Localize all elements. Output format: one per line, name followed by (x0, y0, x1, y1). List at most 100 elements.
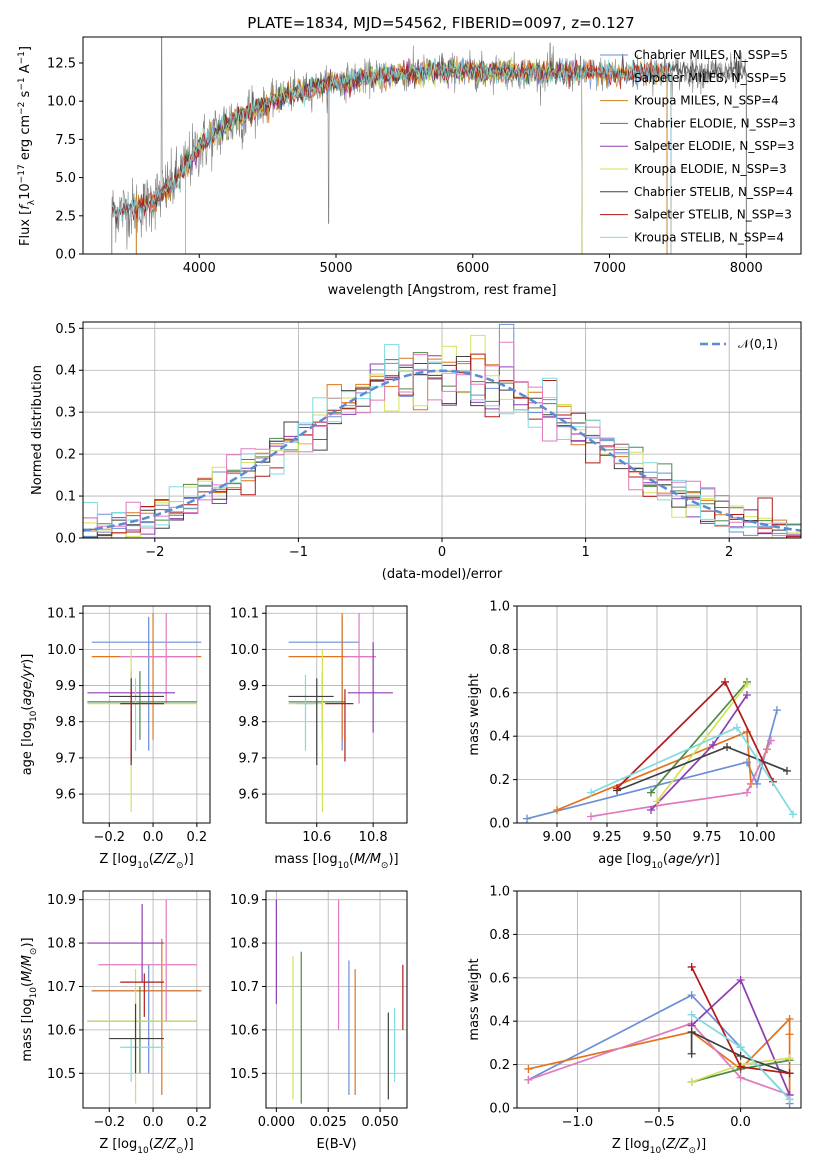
histogram-step-line (83, 341, 801, 538)
x-tick-label: 4000 (183, 261, 216, 276)
y-tick-label: 0.2 (489, 1058, 510, 1073)
legend-entry: Salpeter MILES, N_SSP=5 (634, 71, 787, 85)
residual-x-label: (data-model)/error (382, 567, 503, 582)
x-tick-label: 10.6 (302, 830, 331, 845)
spectrum-model-line (135, 55, 668, 254)
y-tick-label: 10.8 (230, 937, 259, 952)
x-tick-label: −0.2 (93, 1115, 125, 1130)
mass_vs_Z-x-label: Z [log10(Z/Z⊙)] (99, 1137, 193, 1156)
y-tick-label: 10.0 (230, 643, 259, 658)
legend-entry: Salpeter STELIB, N_SSP=3 (634, 208, 792, 222)
spectrum-legend: Chabrier MILES, N_SSP=5 Salpeter MILES, N… (600, 48, 796, 244)
residual-y-label: Normed distribution (30, 365, 45, 495)
x-tick-label: 7000 (593, 261, 626, 276)
y-tick-label: 0.0 (489, 1102, 510, 1117)
weight-point-marker (789, 810, 797, 819)
weight-point-marker (653, 797, 661, 806)
x-tick-label: 9.75 (693, 830, 722, 845)
x-tick-label: −0.5 (643, 1115, 675, 1130)
y-tick-label: 0.4 (489, 1015, 510, 1030)
y-tick-label: 9.6 (238, 788, 259, 803)
age_vs_mass-x-label: mass [log10(M/M⊙)] (274, 852, 398, 871)
x-tick-label: 0 (438, 545, 446, 560)
x-tick-label: 0.000 (258, 1115, 295, 1130)
y-tick-label: 2.5 (55, 209, 76, 224)
axes-spectrum: 4000 5000 6000 7000 8000 0.0 2.5 5.0 7.5 10.0 12.5 (47, 36, 802, 276)
axes-frame (82, 36, 802, 255)
weight-point-marker (736, 1043, 745, 1052)
weight-point-marker (687, 962, 696, 971)
x-tick-label: 10.00 (738, 830, 775, 845)
weight-point-marker (524, 1075, 533, 1084)
weight-series-line (526, 709, 778, 820)
x-tick-label: −1.0 (562, 1115, 594, 1130)
spectrum-model-line (111, 53, 747, 254)
y-tick-label: 10.7 (47, 980, 76, 995)
axes-mass_vs_ebv: 0.000 0.025 0.050 10.5 10.6 10.7 10.8 10.9 (230, 890, 408, 1130)
y-tick-label: 0.4 (55, 364, 76, 379)
weight-point-marker (523, 814, 531, 823)
weight-point-marker (743, 690, 751, 699)
y-tick-label: 0.3 (55, 406, 76, 421)
y-tick-label: 0.6 (489, 971, 510, 986)
legend-entry: Chabrier MILES, N_SSP=5 (634, 48, 788, 62)
legend-entry: Kroupa MILES, N_SSP=4 (634, 94, 779, 108)
y-tick-label: 0.0 (489, 817, 510, 832)
spectrum-model-line (185, 57, 583, 254)
axes-frame (82, 890, 211, 1109)
weight-series-line (528, 1022, 790, 1096)
legend-entry: 𝒩(0,1) (738, 337, 778, 351)
spectrum-model-line (185, 58, 583, 254)
gaussian-curve (83, 369, 801, 532)
axes-age_vs_mass: 10.6 10.8 9.6 9.7 9.8 9.9 10.0 10.1 (230, 605, 408, 845)
y-tick-label: 5.0 (55, 171, 76, 186)
weight-point-marker (553, 805, 561, 814)
x-tick-label: 5000 (319, 261, 352, 276)
y-tick-label: 0.2 (55, 448, 76, 463)
x-tick-label: −2 (145, 545, 164, 560)
y-tick-label: 10.8 (47, 937, 76, 952)
y-tick-label: 10.9 (230, 893, 259, 908)
weight-point-marker (743, 788, 751, 797)
mass_vs_ebv-x-label: E(B-V) (316, 1137, 356, 1152)
weight-point-marker (687, 1010, 696, 1019)
weight-series-line (650, 681, 748, 794)
weight-series-line (590, 740, 772, 818)
y-tick-label: 9.8 (238, 715, 259, 730)
weight-point-marker (647, 788, 655, 797)
legend-entry: Salpeter ELODIE, N_SSP=3 (634, 139, 795, 153)
weight_vs_age-x-label: age [log10(age/yr)] (598, 852, 720, 871)
y-tick-label: 9.8 (55, 715, 76, 730)
spectrum-y-label: Flux [fλ10−17 erg cm−2 s−1 A−1] (17, 46, 37, 246)
plot-area-mass_vs_ebv (275, 899, 404, 1104)
weight-point-marker (736, 1073, 745, 1082)
y-tick-label: 1.0 (489, 600, 510, 615)
weight-series-line (690, 1030, 790, 1075)
plot-area-mass_vs_Z (87, 899, 202, 1104)
y-tick-label: 0.6 (489, 686, 510, 701)
weight-point-marker (785, 1030, 794, 1039)
spectrum-model-line (185, 56, 583, 254)
weight-point-marker (687, 1077, 696, 1086)
x-tick-label: 0.0 (143, 830, 164, 845)
y-tick-label: 9.6 (55, 788, 76, 803)
legend-entry: Kroupa STELIB, N_SSP=4 (634, 230, 784, 244)
weight_vs_age-y-label: mass weight (467, 673, 482, 755)
y-tick-label: 10.5 (230, 1067, 259, 1082)
weight_vs_Z-x-label: Z [log10(Z/Z⊙)] (612, 1137, 706, 1156)
weight-point-marker (687, 1049, 696, 1058)
y-tick-label: 9.7 (238, 751, 259, 766)
spectrum-x-label: wavelength [Angstrom, rest frame] (328, 283, 557, 298)
x-tick-label: 0.2 (187, 830, 208, 845)
y-tick-label: 10.6 (47, 1023, 76, 1038)
spectrum-model-line (135, 58, 668, 254)
weight-series-line (528, 1016, 791, 1095)
plot-area-weight_vs_age (523, 677, 797, 823)
axes-residuals: −2 −1 0 1 2 0.0 0.1 0.2 0.3 0.4 0.5 (55, 321, 802, 560)
y-tick-label: 0.4 (489, 730, 510, 745)
y-tick-label: 0.1 (55, 490, 76, 505)
x-tick-label: 8000 (730, 261, 763, 276)
weight-point-marker (721, 677, 729, 686)
y-tick-label: 10.1 (47, 607, 76, 622)
